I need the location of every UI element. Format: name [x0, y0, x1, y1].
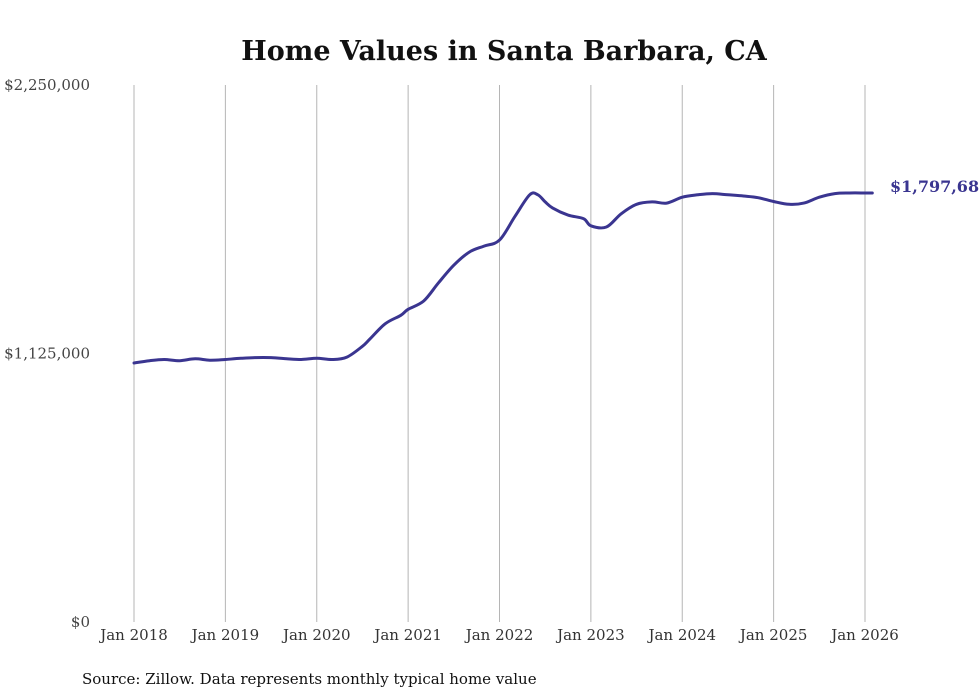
x-tick-label: Jan 2019 [190, 626, 260, 644]
x-tick-label: Jan 2021 [372, 626, 442, 644]
y-tick-label: $2,250,000 [4, 76, 90, 94]
home-value-line [132, 191, 874, 365]
chart-title: Home Values in Santa Barbara, CA [241, 36, 767, 67]
x-tick-label: Jan 2022 [464, 626, 534, 644]
x-tick-label: Jan 2025 [738, 626, 808, 644]
source-note: Source: Zillow. Data represents monthly … [82, 670, 537, 688]
x-axis-ticks: Jan 2018 Jan 2019 Jan 2020 Jan 2021 Jan 2022… [98, 626, 899, 644]
x-tick-label: Jan 2020 [281, 626, 351, 644]
x-tick-label: Jan 2026 [829, 626, 899, 644]
y-tick-label: $1,125,000 [4, 345, 90, 363]
end-value-label: $1,797,687 [890, 177, 980, 196]
x-tick-label: Jan 2023 [555, 626, 625, 644]
y-tick-label: $0 [71, 613, 90, 631]
gridlines [133, 85, 866, 622]
y-axis-ticks: $0 $1,125,000 $2,250,000 [4, 76, 90, 631]
x-tick-label: Jan 2024 [646, 626, 716, 644]
x-tick-label: Jan 2018 [98, 626, 168, 644]
